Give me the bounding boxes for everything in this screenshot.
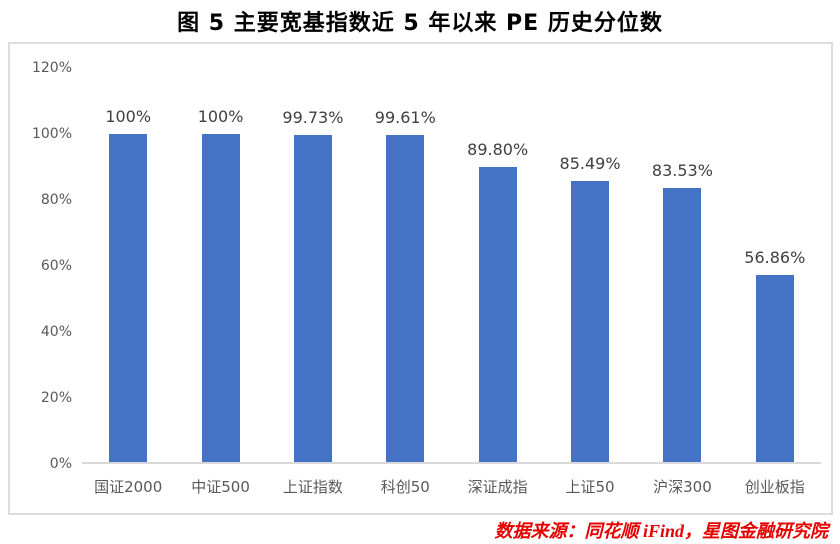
bar [478,167,517,462]
chart-title: 图 5 主要宽基指数近 5 年以来 PE 历史分位数 [177,11,663,36]
x-tick-label: 科创50 [380,478,430,496]
y-axis: 120% 100% 80% 60% 40% 20% 0% [10,60,72,472]
x-tick-label: 国证2000 [94,478,163,496]
bar-column: 99.73% [267,68,359,462]
bar-column: 100% [174,68,266,462]
bar-value-label: 56.86% [744,248,806,268]
bar [201,133,240,462]
bar-value-label: 85.49% [559,154,621,174]
x-tick-label: 深证成指 [467,478,528,496]
x-tick-label: 中证500 [191,478,250,496]
y-tick-label: 20% [40,390,72,406]
bar-column: 99.61% [359,68,451,462]
x-axis: 国证2000 中证500 上证指数 科创50 深证成指 上证50 沪深300 创业板指 [82,476,821,497]
y-tick-label: 80% [40,191,72,208]
x-tick-label: 创业板指 [744,478,805,496]
bar [293,134,332,462]
bar-value-label: 99.61% [374,107,436,127]
bar-column: 100% [82,68,174,462]
bar [663,187,702,462]
bar-value-label: 89.80% [467,140,529,160]
bar [109,133,148,462]
chart-area: 120% 100% 80% 60% 40% 20% 0% 100% 100% 99.73% 99.… [8,42,833,515]
bar [755,275,794,462]
y-tick-label: 0% [49,456,72,472]
x-tick-label: 上证50 [565,478,615,496]
bar-column: 89.80% [452,68,544,462]
plot-area: 100% 100% 99.73% 99.61% 89.80% 85.49% 83.53% 56… [82,68,821,464]
y-tick-label: 40% [40,323,72,340]
bar-value-label: 83.53% [651,160,713,180]
bar-value-label: 100% [105,106,152,126]
x-tick-label: 沪深300 [653,478,712,496]
bar-value-label: 99.73% [282,107,344,127]
y-tick-label: 60% [40,258,72,274]
bar-column: 85.49% [544,68,636,462]
bar-column: 83.53% [636,68,728,462]
data-source-note: 数据来源：同花顺 iFind，星图金融研究院 [494,521,828,541]
y-tick-label: 120% [31,60,72,76]
bar [571,181,610,462]
x-tick-label: 上证指数 [282,478,343,496]
bar [386,134,425,462]
bar-column: 56.86% [729,68,821,462]
bar-value-label: 100% [197,106,244,126]
y-tick-label: 100% [31,125,72,142]
